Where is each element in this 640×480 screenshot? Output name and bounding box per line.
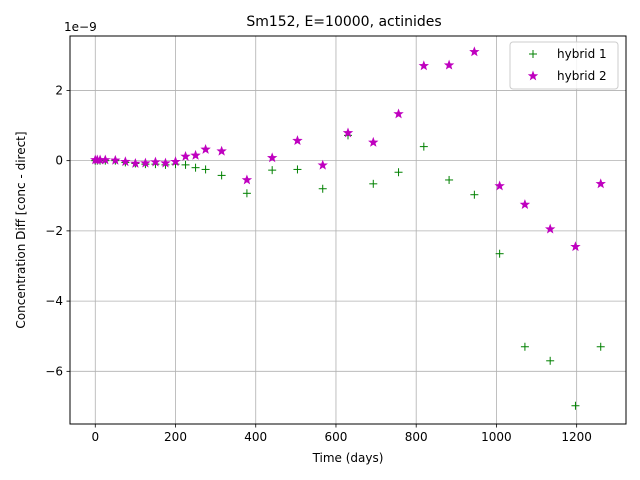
point-hybrid-1 <box>571 401 580 410</box>
point-hybrid-1 <box>369 179 378 188</box>
plot-frame <box>69 35 627 425</box>
x-tick-label: 400 <box>244 430 267 444</box>
legend-swatch-hybrid-1 <box>529 50 537 58</box>
point-hybrid-2 <box>393 108 404 119</box>
point-hybrid-2 <box>170 156 181 167</box>
x-tick-label: 800 <box>405 430 428 444</box>
point-hybrid-1 <box>293 165 302 174</box>
point-hybrid-2 <box>342 127 354 138</box>
point-hybrid-2 <box>110 154 121 165</box>
grid <box>70 36 626 424</box>
y-tick-label: 2 <box>55 83 63 97</box>
y-tick-label: −6 <box>45 364 63 378</box>
point-hybrid-1 <box>470 190 479 199</box>
x-axis-title: Time (days) <box>312 451 384 465</box>
point-hybrid-2 <box>317 159 328 170</box>
point-hybrid-1 <box>394 168 403 177</box>
point-hybrid-1 <box>201 165 210 174</box>
point-hybrid-1 <box>419 142 428 151</box>
point-hybrid-1 <box>181 160 190 169</box>
point-hybrid-2 <box>266 152 278 163</box>
point-hybrid-2 <box>595 178 606 189</box>
y-axis-title: Concentration Diff [conc - direct] <box>14 131 28 328</box>
point-hybrid-2 <box>130 158 141 168</box>
point-hybrid-2 <box>216 145 227 156</box>
point-hybrid-2 <box>150 156 161 167</box>
point-hybrid-2 <box>443 59 455 70</box>
point-hybrid-2 <box>292 135 303 146</box>
point-hybrid-1 <box>495 249 504 258</box>
point-hybrid-2 <box>418 60 430 71</box>
point-hybrid-2 <box>519 199 531 209</box>
y-scale-label: 1e−9 <box>64 20 97 34</box>
point-hybrid-2 <box>180 150 191 161</box>
x-tick-label: 0 <box>91 430 99 444</box>
point-hybrid-2 <box>570 241 581 252</box>
y-tick-label: −2 <box>45 224 63 238</box>
point-hybrid-1 <box>520 342 529 351</box>
point-hybrid-2 <box>100 154 111 165</box>
point-hybrid-2 <box>190 149 201 160</box>
point-hybrid-1 <box>318 184 327 193</box>
point-hybrid-1 <box>268 166 277 175</box>
point-hybrid-1 <box>546 356 555 365</box>
point-hybrid-1 <box>445 175 454 184</box>
point-hybrid-2 <box>140 157 151 168</box>
point-hybrid-2 <box>200 143 211 154</box>
point-hybrid-1 <box>242 189 251 198</box>
legend-marker-hybrid-1 <box>529 50 537 58</box>
point-hybrid-1 <box>217 171 226 180</box>
point-hybrid-2 <box>469 46 480 57</box>
data-points <box>90 46 606 410</box>
x-tick-label: 200 <box>164 430 187 444</box>
point-hybrid-2 <box>544 223 556 234</box>
point-hybrid-2 <box>120 156 131 167</box>
point-hybrid-1 <box>191 163 200 172</box>
legend-marker-hybrid-2 <box>527 70 539 81</box>
x-tick-label: 1200 <box>561 430 592 444</box>
point-hybrid-2 <box>241 174 253 185</box>
x-tick-label: 1000 <box>481 430 512 444</box>
x-tick-label: 600 <box>325 430 348 444</box>
legend-label-hybrid-1: hybrid 1 <box>557 47 607 61</box>
point-hybrid-2 <box>494 180 505 191</box>
point-hybrid-2 <box>160 157 171 168</box>
y-tick-label: −4 <box>45 294 63 308</box>
y-tick-label: 0 <box>55 154 63 168</box>
axis-ticks: 0 200 400 600 800 1000 1200 −6 −4 −2 0 2 <box>45 83 592 444</box>
point-hybrid-1 <box>596 342 605 351</box>
legend: hybrid 1 hybrid 2 <box>509 41 619 90</box>
legend-swatch-hybrid-2 <box>527 70 539 81</box>
chart-title: Sm152, E=10000, actinides <box>246 14 441 30</box>
point-hybrid-2 <box>368 136 379 147</box>
legend-label-hybrid-2: hybrid 2 <box>557 69 607 83</box>
